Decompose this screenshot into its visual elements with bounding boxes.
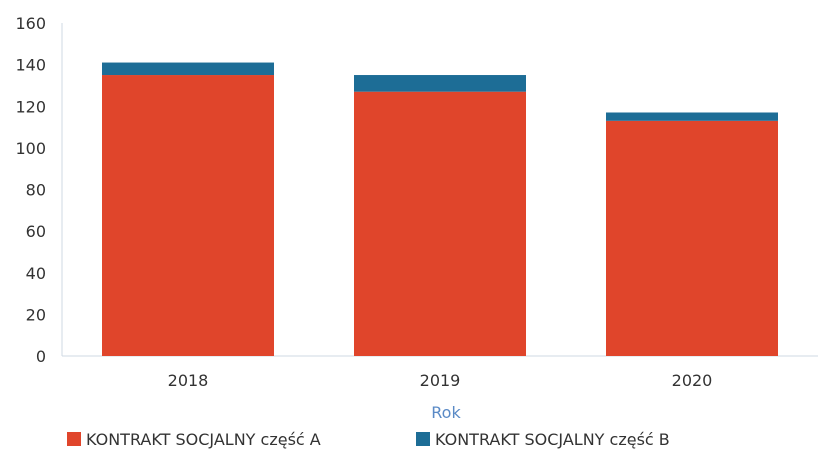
y-tick-label: 100 [15, 139, 46, 158]
y-tick-label: 80 [26, 181, 46, 200]
x-tick-label-2018: 2018 [168, 371, 209, 390]
bar-2018-series-a [102, 75, 274, 356]
bar-2019-series-b [354, 75, 526, 92]
y-tick-label: 40 [26, 264, 46, 283]
x-axis: 2018 2019 2020 [62, 355, 818, 390]
bar-2020-series-b [606, 112, 778, 121]
bar-2020-series-a [606, 120, 778, 356]
bar-2018-series-b [102, 62, 274, 76]
y-tick-label: 0 [36, 347, 46, 366]
y-axis: 0 20 40 60 80 100 120 140 160 [15, 14, 63, 366]
y-tick-label: 160 [15, 14, 46, 33]
y-tick-label: 60 [26, 222, 46, 241]
y-tick-label: 20 [26, 305, 46, 324]
legend-label-b: KONTRAKT SOCJALNY część B [435, 430, 670, 449]
legend-label-a: KONTRAKT SOCJALNY część A [86, 430, 321, 449]
x-tick-label-2019: 2019 [420, 371, 461, 390]
bars-group [102, 62, 778, 357]
y-tick-label: 140 [15, 56, 46, 75]
x-axis-title: Rok [431, 403, 461, 422]
y-tick-label: 120 [15, 97, 46, 116]
legend-swatch-a [67, 432, 81, 446]
bar-2019-series-a [354, 91, 526, 357]
legend-swatch-b [416, 432, 430, 446]
legend: KONTRAKT SOCJALNY część A KONTRAKT SOCJAL… [67, 430, 670, 449]
x-tick-label-2020: 2020 [672, 371, 713, 390]
